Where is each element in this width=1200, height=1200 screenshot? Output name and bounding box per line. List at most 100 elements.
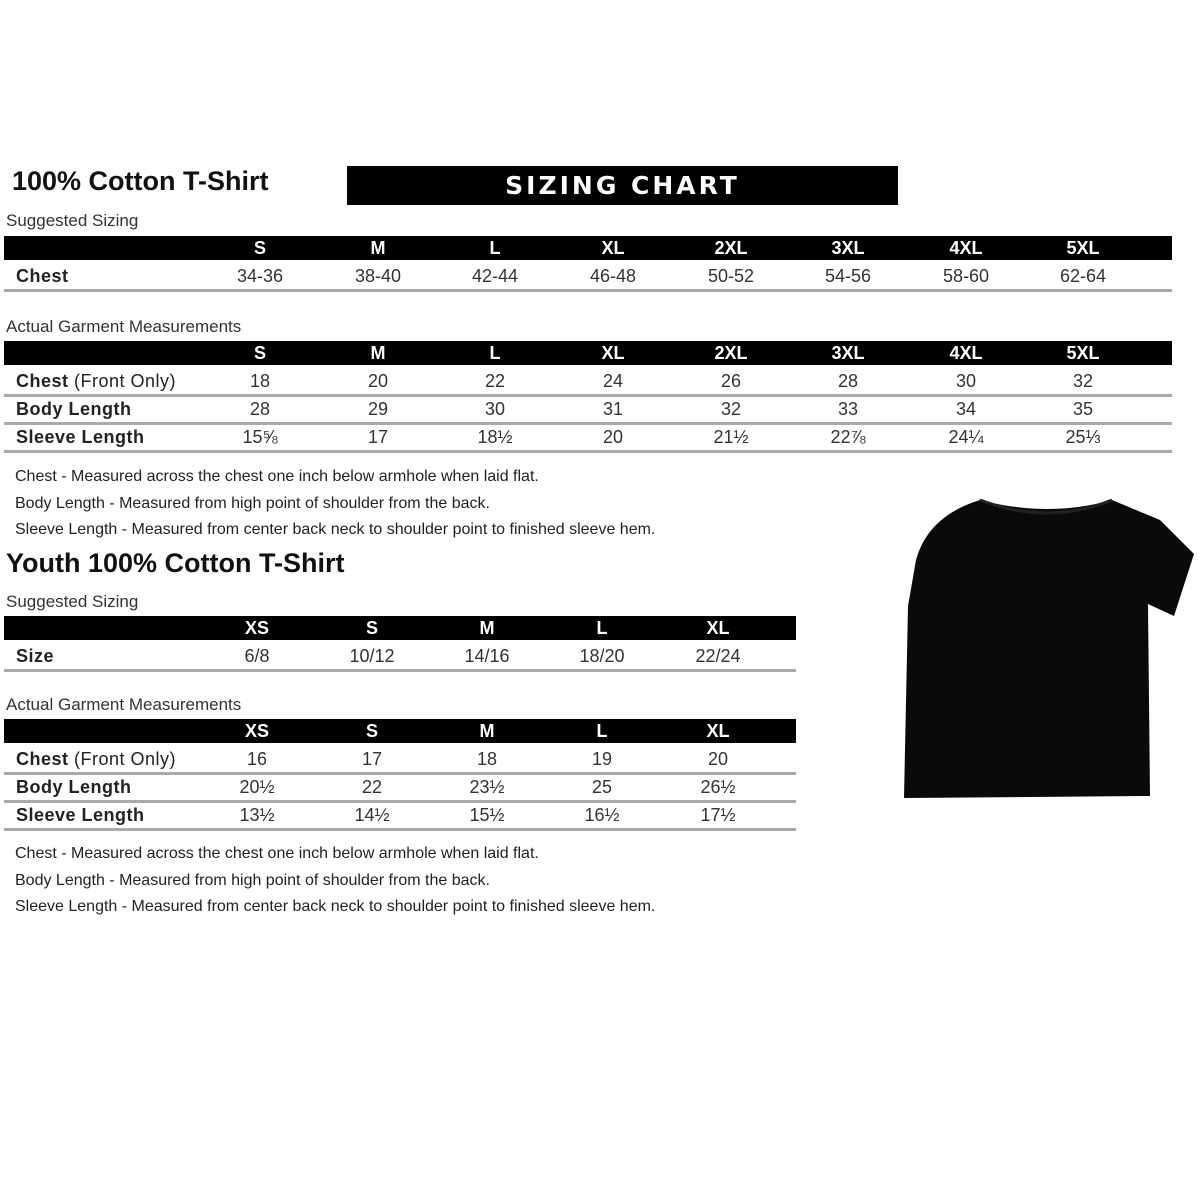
row-label: Chest xyxy=(16,262,69,290)
row-label: Sleeve Length xyxy=(16,801,145,829)
cell-value: 18/20 xyxy=(579,646,625,666)
size-header-2xl: 2XL xyxy=(714,343,748,363)
size-header-m: M xyxy=(370,238,386,258)
size-header-xl: XL xyxy=(706,618,730,638)
size-header-s: S xyxy=(365,618,378,638)
row-label-text: Chest xyxy=(16,266,69,286)
cell-value: 22 xyxy=(361,777,383,797)
cell-value: 32 xyxy=(1072,371,1094,391)
cell-value: 20 xyxy=(367,371,389,391)
row-label-text: Body Length xyxy=(16,777,132,797)
actual-row: Body Length 20½ 22 23½ 25 26½ xyxy=(4,773,796,801)
cell-value: 22/24 xyxy=(695,646,741,666)
cell-value: 10/12 xyxy=(349,646,395,666)
cell-value: 62-64 xyxy=(1059,266,1107,286)
suggested-sizing-label: Suggested Sizing xyxy=(6,211,139,230)
cell-value: 22⅞ xyxy=(830,427,866,447)
size-header-3xl: 3XL xyxy=(831,238,865,258)
row-divider xyxy=(4,422,1172,425)
row-label-text: Body Length xyxy=(16,399,132,419)
size-header-l: L xyxy=(596,618,608,638)
cell-value: 21½ xyxy=(713,427,749,447)
cell-value: 50-52 xyxy=(707,266,755,286)
cell-value: 25⅓ xyxy=(1065,427,1101,447)
row-divider xyxy=(4,289,1172,292)
measurement-note: Sleeve Length - Measured from center bac… xyxy=(15,898,656,915)
actual-measurements-label: Actual Garment Measurements xyxy=(6,317,242,336)
size-header-xs: XS xyxy=(244,721,269,741)
cell-value: 6/8 xyxy=(244,646,270,666)
size-header-l: L xyxy=(489,238,501,258)
sizing-chart-banner: SIZING CHART xyxy=(347,166,898,205)
cell-value: 17 xyxy=(367,427,389,447)
suggested-header-bar: XS S M L XL xyxy=(4,616,796,640)
cell-value: 18 xyxy=(249,371,271,391)
row-label: Size xyxy=(16,642,54,670)
cell-value: 24¼ xyxy=(948,427,984,447)
tshirt-icon xyxy=(904,498,1194,798)
youth-title: Youth 100% Cotton T-Shirt xyxy=(6,548,345,578)
cell-value: 32 xyxy=(720,399,742,419)
row-label-note: (Front Only) xyxy=(74,371,177,391)
size-header-m: M xyxy=(479,721,495,741)
cell-value: 20 xyxy=(602,427,624,447)
cell-value: 42-44 xyxy=(471,266,519,286)
actual-measurements-label: Actual Garment Measurements xyxy=(6,695,242,714)
row-label-text: Chest xyxy=(16,371,69,391)
size-header-5xl: 5XL xyxy=(1066,343,1100,363)
size-header-s: S xyxy=(365,721,378,741)
row-label-text: Sleeve Length xyxy=(16,805,145,825)
row-divider xyxy=(4,394,1172,397)
cell-value: 28 xyxy=(249,399,271,419)
cell-value: 26 xyxy=(720,371,742,391)
actual-header-bar: XS S M L XL xyxy=(4,719,796,743)
measurement-note: Body Length - Measured from high point o… xyxy=(15,494,490,512)
cell-value: 33 xyxy=(837,399,859,419)
size-header-xl: XL xyxy=(601,238,625,258)
actual-row: Chest (Front Only) 18 20 22 24 26 28 30 32 xyxy=(4,367,1172,395)
actual-header-bar: S M L XL 2XL 3XL 4XL 5XL xyxy=(4,341,1172,365)
cell-value: 30 xyxy=(955,371,977,391)
size-header-4xl: 4XL xyxy=(949,343,983,363)
adult-title: 100% Cotton T-Shirt xyxy=(12,166,269,196)
row-divider xyxy=(4,800,796,803)
row-label-text: Sleeve Length xyxy=(16,427,145,447)
actual-row: Sleeve Length 13½ 14½ 15½ 16½ 17½ xyxy=(4,801,796,829)
cell-value: 14/16 xyxy=(464,646,510,666)
size-header-xl: XL xyxy=(706,721,730,741)
measurement-note: Body Length - Measured from high point o… xyxy=(15,871,490,889)
cell-value: 15½ xyxy=(469,805,505,825)
size-header-2xl: 2XL xyxy=(714,238,748,258)
cell-value: 23½ xyxy=(469,777,505,797)
size-header-m: M xyxy=(479,618,495,638)
size-header-xs: XS xyxy=(244,618,269,638)
measurement-note: Sleeve Length - Measured from center bac… xyxy=(15,521,656,538)
suggested-row: Size 6/8 10/12 14/16 18/20 22/24 xyxy=(4,642,796,670)
cell-value: 17½ xyxy=(700,805,736,825)
cell-value: 16½ xyxy=(584,805,620,825)
cell-value: 26½ xyxy=(700,777,736,797)
cell-value: 20 xyxy=(707,749,729,769)
cell-value: 34-36 xyxy=(236,266,284,286)
row-label-text: Chest xyxy=(16,749,69,769)
cell-value: 18½ xyxy=(477,427,513,447)
cell-value: 29 xyxy=(367,399,389,419)
cell-value: 58-60 xyxy=(942,266,990,286)
cell-value: 28 xyxy=(837,371,859,391)
cell-value: 25 xyxy=(591,777,613,797)
cell-value: 22 xyxy=(484,371,506,391)
row-divider xyxy=(4,828,796,831)
row-label: Chest (Front Only) xyxy=(16,367,176,395)
size-header-l: L xyxy=(489,343,501,363)
cell-value: 14½ xyxy=(354,805,390,825)
cell-value: 17 xyxy=(361,749,383,769)
row-label-text: Size xyxy=(16,646,55,666)
cell-value: 54-56 xyxy=(824,266,872,286)
cell-value: 15⅝ xyxy=(242,427,278,447)
size-header-xl: XL xyxy=(601,343,625,363)
row-label: Body Length xyxy=(16,395,132,423)
actual-row: Body Length 28 29 30 31 32 33 34 35 xyxy=(4,395,1172,423)
cell-value: 13½ xyxy=(239,805,275,825)
cell-value: 34 xyxy=(955,399,977,419)
